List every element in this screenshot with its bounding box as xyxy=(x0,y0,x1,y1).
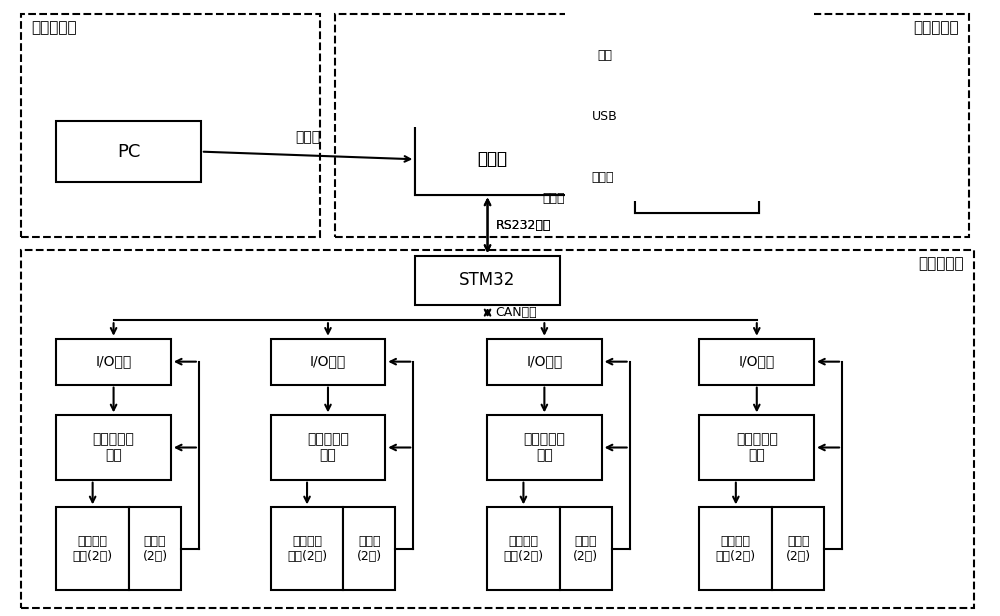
Bar xyxy=(565,4,814,201)
Text: 低压伺服驱
动器: 低压伺服驱 动器 xyxy=(736,432,778,463)
Text: RS232串口: RS232串口 xyxy=(496,219,551,232)
Bar xyxy=(487,508,560,590)
Text: 直流伺服
电机(2个): 直流伺服 电机(2个) xyxy=(716,535,756,562)
Bar xyxy=(487,339,602,384)
Bar xyxy=(699,415,814,480)
Bar xyxy=(335,14,969,238)
Text: GPS: GPS xyxy=(680,65,714,83)
Bar xyxy=(56,415,171,480)
Bar xyxy=(56,121,201,182)
Text: 编码器
(2个): 编码器 (2个) xyxy=(142,535,168,562)
Text: 无线网: 无线网 xyxy=(295,130,321,144)
Text: 低压伺服驱
动器: 低压伺服驱 动器 xyxy=(523,432,565,463)
Bar xyxy=(635,105,759,152)
Text: 激光雷达: 激光雷达 xyxy=(679,182,715,198)
Bar xyxy=(415,124,570,195)
Text: RS232串口: RS232串口 xyxy=(496,219,551,232)
Text: I/O接口: I/O接口 xyxy=(739,355,775,368)
Text: 激光雷达: 激光雷达 xyxy=(679,182,715,198)
Text: USB: USB xyxy=(592,110,618,123)
Text: STM32: STM32 xyxy=(459,272,516,290)
Text: CAN总线: CAN总线 xyxy=(496,306,537,319)
Text: 低压伺服驱
动器: 低压伺服驱 动器 xyxy=(93,432,135,463)
Text: PC: PC xyxy=(117,143,140,161)
Text: I/O接口: I/O接口 xyxy=(95,355,132,368)
Bar xyxy=(271,339,385,384)
Text: 车载相机: 车载相机 xyxy=(679,121,715,136)
Text: 直流伺服
电机(2个): 直流伺服 电机(2个) xyxy=(287,535,327,562)
Text: 串口: 串口 xyxy=(503,86,518,99)
Text: I/O接口: I/O接口 xyxy=(310,355,346,368)
Bar xyxy=(56,508,129,590)
Text: 直流伺服
电机(2个): 直流伺服 电机(2个) xyxy=(73,535,113,562)
Text: 决策规划层: 决策规划层 xyxy=(913,20,959,34)
Bar xyxy=(635,51,759,97)
Bar xyxy=(699,508,772,590)
Bar xyxy=(635,51,759,97)
Text: GPS: GPS xyxy=(680,65,714,83)
Text: 以太网: 以太网 xyxy=(542,192,565,205)
Bar xyxy=(635,167,759,213)
Bar xyxy=(635,167,759,213)
Text: 编码器
(2个): 编码器 (2个) xyxy=(357,535,382,562)
Text: 运动控制层: 运动控制层 xyxy=(918,256,964,271)
Text: 编码器
(2个): 编码器 (2个) xyxy=(573,535,598,562)
Text: 用户应用层: 用户应用层 xyxy=(31,20,77,34)
Text: I/O接口: I/O接口 xyxy=(526,355,563,368)
Bar xyxy=(271,415,385,480)
Bar xyxy=(343,508,395,590)
Text: 工控机: 工控机 xyxy=(478,150,508,168)
Text: 编码器
(2个): 编码器 (2个) xyxy=(786,535,811,562)
Bar xyxy=(271,508,343,590)
Text: 低压伺服驱
动器: 低压伺服驱 动器 xyxy=(307,432,349,463)
Bar xyxy=(772,508,824,590)
Bar xyxy=(410,54,819,127)
Bar xyxy=(56,339,171,384)
Bar xyxy=(21,14,320,238)
Text: 工控机: 工控机 xyxy=(478,150,508,168)
Bar xyxy=(415,256,560,305)
Bar xyxy=(699,339,814,384)
Bar xyxy=(487,415,602,480)
Text: 串口: 串口 xyxy=(597,49,612,62)
Text: 以太网: 以太网 xyxy=(591,171,613,184)
Bar xyxy=(635,105,759,152)
Text: 直流伺服
电机(2个): 直流伺服 电机(2个) xyxy=(503,535,543,562)
Bar xyxy=(21,249,974,609)
Bar xyxy=(560,508,612,590)
Text: 车载相机: 车载相机 xyxy=(679,121,715,136)
Text: USB: USB xyxy=(493,117,518,130)
Bar xyxy=(415,124,570,195)
Bar xyxy=(129,508,181,590)
